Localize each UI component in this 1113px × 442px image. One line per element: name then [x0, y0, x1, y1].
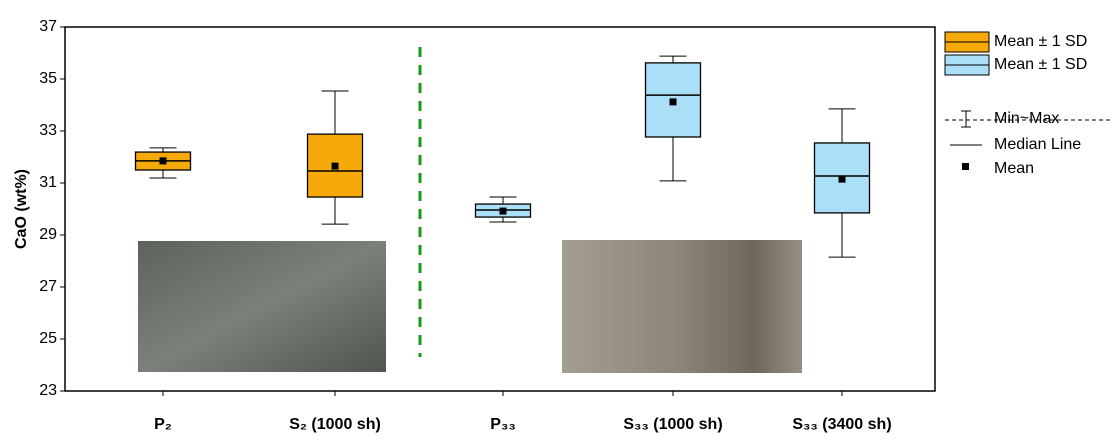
- x-tick-label: S₂ (1000 sh): [289, 416, 381, 433]
- rock-photo: [138, 241, 386, 372]
- y-tick-label: 23: [39, 382, 57, 399]
- legend-label: Min~Max: [994, 110, 1059, 127]
- legend-label: Mean ± 1 SD: [994, 33, 1087, 50]
- y-tick-label: 33: [39, 122, 57, 139]
- y-tick-label: 37: [39, 18, 57, 35]
- x-tick-label: S₃₃ (1000 sh): [623, 416, 722, 433]
- y-tick-label: 31: [39, 174, 57, 191]
- rock-photo: [562, 240, 802, 373]
- legend-icon: [962, 163, 969, 170]
- x-tick-label: P₃₃: [490, 416, 515, 433]
- x-tick-label: P₂: [154, 416, 172, 433]
- mean-marker: [670, 98, 677, 105]
- y-axis-label: CaO (wt%): [13, 169, 30, 249]
- mean-marker: [839, 176, 846, 183]
- y-tick-label: 27: [39, 278, 57, 295]
- mean-marker: [332, 163, 339, 170]
- legend-label: Mean: [994, 160, 1034, 177]
- legend-label: Median Line: [994, 136, 1081, 153]
- chart: CaO (wt%) 23 25 27 29 31 33 35 37 P₂ S₂ (1000 sh)…: [0, 0, 1113, 442]
- y-tick-label: 35: [39, 70, 57, 87]
- y-tick-label: 29: [39, 226, 57, 243]
- mean-marker: [160, 157, 167, 164]
- legend-label: Mean ± 1 SD: [994, 56, 1087, 73]
- x-tick-label: S₃₃ (3400 sh): [792, 416, 891, 433]
- y-tick-label: 25: [39, 330, 57, 347]
- mean-marker: [500, 208, 507, 215]
